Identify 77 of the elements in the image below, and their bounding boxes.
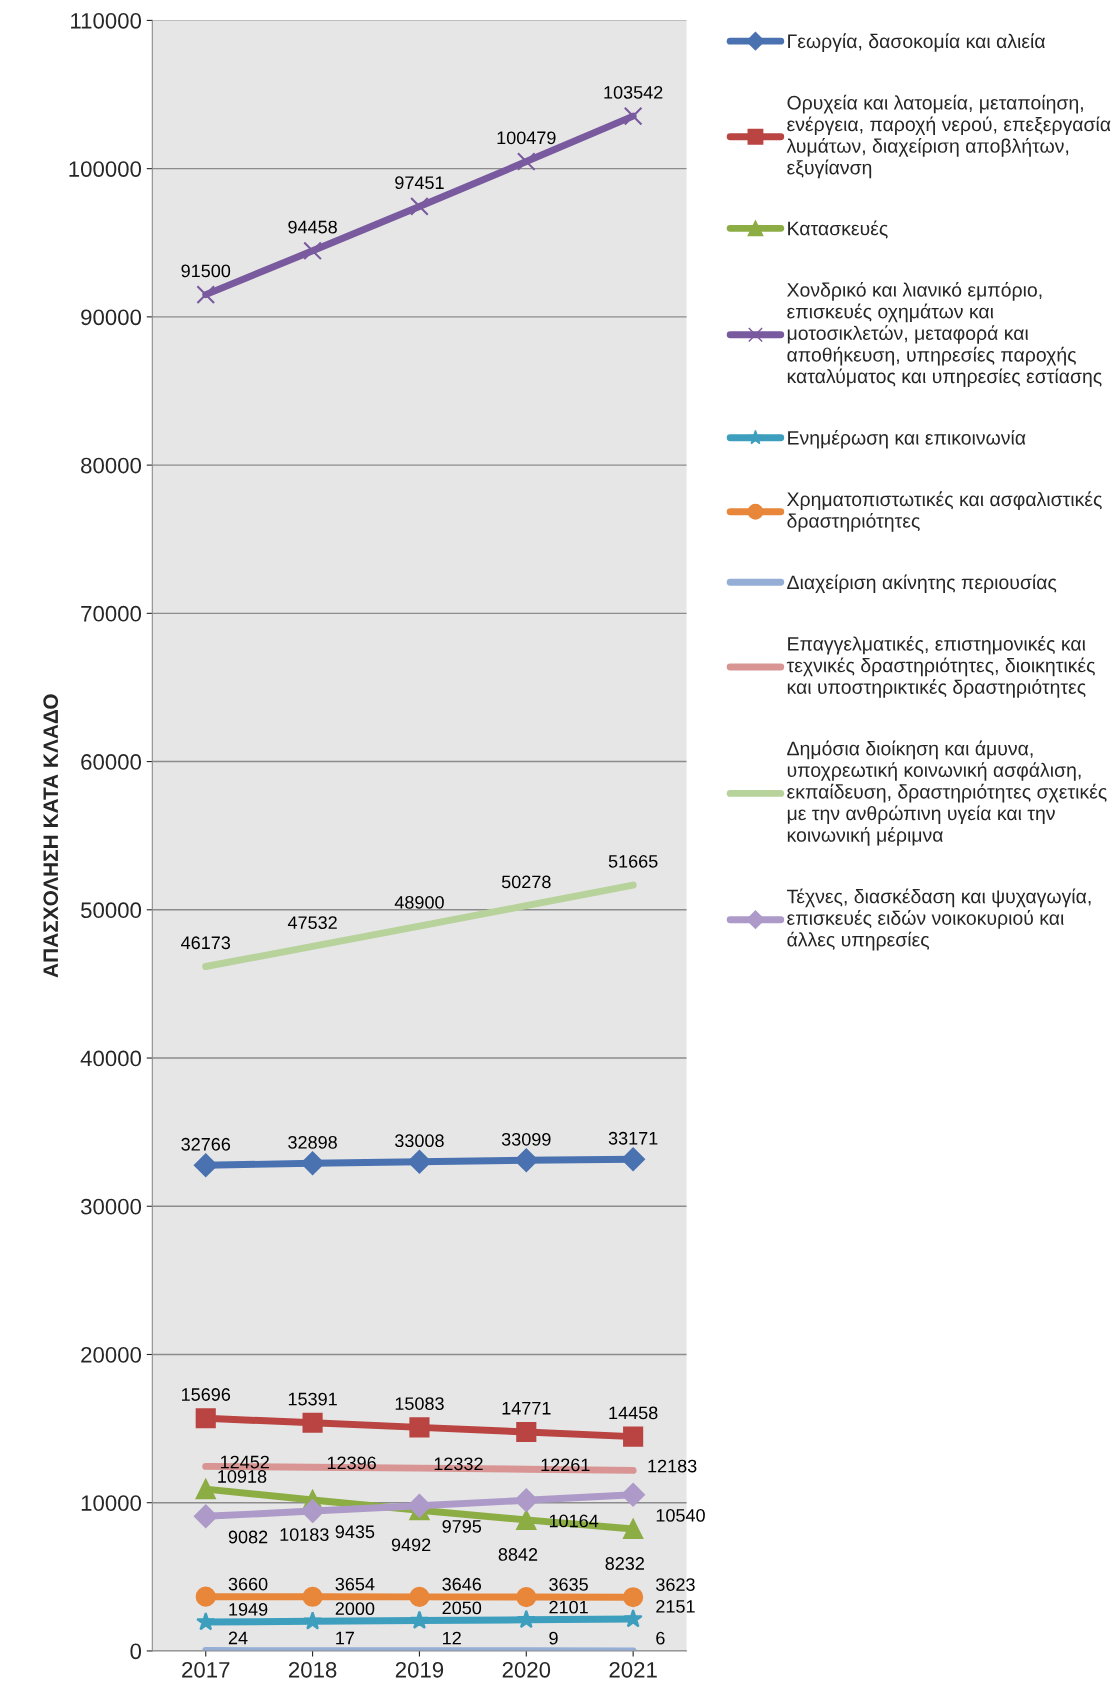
- data-label: 12452: [221, 1455, 269, 1469]
- data-label: 14458: [609, 1406, 658, 1420]
- data-label: 3660: [228, 1577, 268, 1591]
- data-label: 14771: [502, 1402, 551, 1415]
- data-label: 33099: [501, 1132, 551, 1146]
- x-tick-label: 2018: [288, 1661, 337, 1678]
- data-label: 2151: [656, 1600, 695, 1613]
- y-tick-label: 100000: [69, 161, 142, 177]
- data-label: 9492: [391, 1538, 431, 1552]
- data-label: 9: [549, 1631, 558, 1645]
- data-label: 91500: [181, 264, 231, 278]
- data-label: 12396: [327, 1456, 376, 1470]
- data-label: 10918: [218, 1470, 267, 1483]
- data-label: 6: [656, 1631, 665, 1645]
- legend-label: Χρηματοπιστωτικές και ασφαλιστικές δραστηριότητες: [787, 491, 1102, 532]
- data-label: 48900: [394, 895, 444, 909]
- x-tick-label: 2020: [502, 1661, 551, 1678]
- data-label: 15391: [288, 1392, 337, 1406]
- legend-label: Διαχείριση ακίνητης περιουσίας: [787, 574, 1057, 594]
- data-label: 51665: [608, 854, 658, 868]
- data-label: 15083: [395, 1397, 444, 1410]
- legend-label: Ορυχεία και λατομεία, μεταποίηση, ενέργεια, παροχή νερού, επεξεργασία λυμάτων, διαχείριση αποβλήτων, εξυγίανση: [786, 94, 1111, 179]
- data-label: 10183: [280, 1528, 329, 1541]
- legend-label: Τέχνες, διασκέδαση και ψυχαγωγία, επισκευές ειδών νοικοκυριού και άλλες υπηρεσίες: [787, 888, 1091, 951]
- data-label: 15696: [182, 1388, 231, 1401]
- y-tick-label: 110000: [71, 12, 142, 29]
- data-label: 8232: [605, 1557, 644, 1570]
- y-tick-label: 0: [130, 1643, 142, 1660]
- data-label: 8842: [498, 1548, 538, 1561]
- legend-label: Ενημέρωση και επικοινωνία: [788, 429, 1026, 449]
- y-tick-label: 10000: [81, 1495, 142, 1511]
- y-tick-label: 30000: [80, 1198, 142, 1215]
- y-tick-label: 40000: [80, 1050, 142, 1067]
- data-label: 17: [336, 1631, 354, 1645]
- data-label: 12183: [648, 1459, 697, 1473]
- data-label: 100479: [497, 131, 556, 145]
- data-label: 24: [228, 1631, 248, 1645]
- data-label: 97451: [395, 176, 444, 190]
- data-label: 32766: [181, 1137, 231, 1151]
- data-label: 32898: [288, 1135, 337, 1149]
- data-label: 2000: [335, 1602, 375, 1616]
- data-label: 3646: [442, 1577, 482, 1591]
- data-label: 94458: [288, 220, 337, 234]
- data-label: 33008: [395, 1134, 444, 1148]
- data-label: 10540: [656, 1508, 705, 1522]
- data-label: 2050: [442, 1601, 482, 1615]
- x-tick-label: 2017: [182, 1661, 230, 1678]
- data-label: 12: [443, 1631, 461, 1645]
- data-label: 12332: [434, 1457, 483, 1471]
- y-tick-label: 60000: [81, 754, 142, 770]
- data-label: 47532: [287, 916, 337, 929]
- data-label: 3623: [656, 1578, 695, 1591]
- data-label: 3654: [335, 1577, 375, 1591]
- data-label: 3635: [549, 1578, 588, 1591]
- x-tick-label: 2021: [609, 1661, 657, 1678]
- data-label: 103542: [604, 85, 663, 99]
- data-label: 2101: [549, 1600, 588, 1614]
- legend-label: Κατασκευές: [788, 220, 888, 239]
- data-label: 50278: [501, 875, 551, 889]
- data-label: 1949: [229, 1603, 268, 1616]
- data-label: 33171: [608, 1131, 658, 1145]
- y-axis-title: ΑΠΑΣΧΟΛΗΣΗ ΚΑΤΑ ΚΛΑΔΟ: [43, 694, 59, 978]
- y-tick-label: 70000: [81, 605, 142, 622]
- x-tick-label: 2019: [395, 1661, 444, 1678]
- y-tick-label: 80000: [81, 457, 142, 474]
- legend-label: Γεωργία, δασοκομία και αλιεία: [788, 33, 1046, 52]
- data-label: 9795: [442, 1520, 482, 1533]
- y-tick-label: 50000: [81, 902, 142, 919]
- data-label: 9082: [228, 1530, 268, 1544]
- y-tick-label: 90000: [81, 309, 142, 326]
- data-label: 9435: [335, 1525, 375, 1539]
- legend-label: Επαγγελματικές, επιστημονικές και τεχνικές δραστηριότητες, διοικητικές και υποστηρικτικές δραστηριότητες: [786, 635, 1095, 698]
- y-tick-label: 20000: [81, 1347, 142, 1363]
- data-label: 46173: [181, 936, 231, 950]
- legend-label: Χονδρικό και λιανικό εμπόριο, επισκευές οχημάτων και μοτοσικλετών, μεταφορά και αποθήκευση, υπηρεσίες παροχής καταλύματος και υπηρεσίες εστίασης: [787, 281, 1102, 388]
- data-label: 12261: [541, 1458, 590, 1472]
- legend-label: Δημόσια διοίκηση και άμυνα, υποχρεωτική κοινωνική ασφάλιση, εκπαίδευση, δραστηριότητες σχετικές με την ανθρώπινη υγεία και την κοινωνική μέριμνα: [787, 740, 1107, 846]
